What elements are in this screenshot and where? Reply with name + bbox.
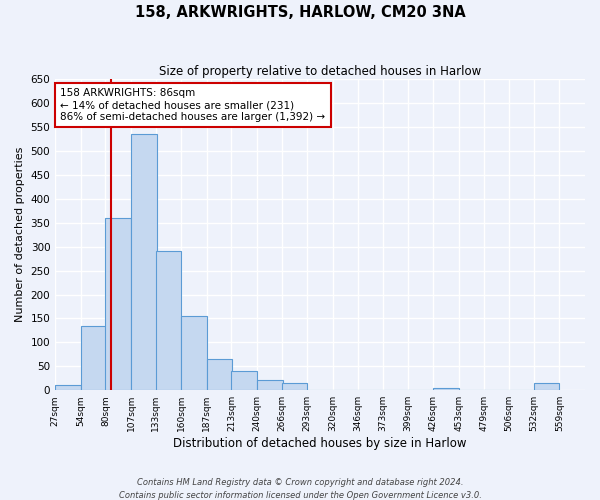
Bar (55, 386, 81, 390)
Bar (81, 326, 106, 390)
Text: Contains HM Land Registry data © Crown copyright and database right 2024.
Contai: Contains HM Land Registry data © Crown c… (119, 478, 481, 500)
Bar (257, 380, 283, 390)
Text: 158 ARKWRIGHTS: 86sqm
← 14% of detached houses are smaller (231)
86% of semi-det: 158 ARKWRIGHTS: 86sqm ← 14% of detached … (61, 88, 326, 122)
Bar (207, 359, 232, 390)
Bar (281, 383, 307, 390)
X-axis label: Distribution of detached houses by size in Harlow: Distribution of detached houses by size … (173, 437, 467, 450)
Bar (232, 371, 257, 390)
Title: Size of property relative to detached houses in Harlow: Size of property relative to detached ho… (159, 65, 481, 78)
Bar (181, 316, 207, 390)
Bar (106, 218, 131, 390)
Bar (131, 134, 157, 390)
Bar (155, 252, 181, 390)
Bar (433, 388, 459, 390)
Bar (534, 383, 559, 390)
Y-axis label: Number of detached properties: Number of detached properties (15, 147, 25, 322)
Text: 158, ARKWRIGHTS, HARLOW, CM20 3NA: 158, ARKWRIGHTS, HARLOW, CM20 3NA (134, 5, 466, 20)
